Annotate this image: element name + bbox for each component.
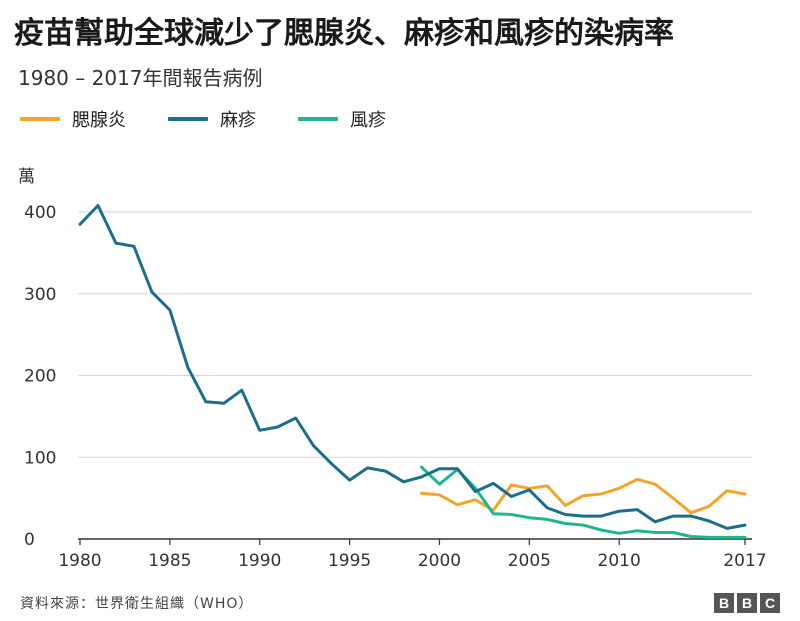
- line-chart: 0 100 200 300 400 1980 1985 1990 1995 2000 2005 20…: [24, 203, 767, 571]
- legend-item-rubella: 風疹: [298, 106, 386, 132]
- x-tick-label: 1980: [58, 551, 101, 571]
- legend-swatch-measles: [168, 117, 208, 121]
- y-axis-unit-label: 萬: [18, 167, 35, 187]
- x-tick-label: 2005: [508, 551, 551, 571]
- legend-item-measles: 麻疹: [168, 106, 256, 132]
- bbc-logo-letter: C: [760, 593, 780, 613]
- series-line-measles: [78, 204, 747, 530]
- legend-swatch-rubella: [298, 117, 338, 121]
- y-axis-ticks: 0 100 200 300 400: [24, 203, 56, 550]
- legend-label-measles: 麻疹: [220, 110, 256, 131]
- legend-item-mumps: 腮腺炎: [20, 106, 126, 132]
- series-line-rubella: [420, 465, 747, 539]
- x-tick-label: 2010: [598, 551, 641, 571]
- y-tick-label: 400: [24, 203, 56, 223]
- source-note: 資料來源：世界衛生組織（WHO）: [20, 596, 254, 612]
- chart-subtitle: 1980 – 2017年間報告病例: [18, 66, 263, 90]
- y-tick-label: 200: [24, 367, 56, 387]
- chart-title: 疫苗幫助全球減少了腮腺炎、麻疹和風疹的染病率: [14, 16, 674, 51]
- y-tick-label: 100: [24, 448, 56, 468]
- x-tick-label: 1985: [148, 551, 191, 571]
- series-line-mumps: [420, 477, 747, 515]
- bbc-logo: B B C: [714, 593, 780, 613]
- legend-swatch-mumps: [20, 117, 60, 121]
- x-tick-label: 1990: [238, 551, 281, 571]
- bbc-logo-letter: B: [714, 593, 734, 613]
- bbc-logo-letter: B: [737, 593, 757, 613]
- gridlines: [78, 211, 752, 458]
- legend-label-mumps: 腮腺炎: [72, 110, 126, 131]
- legend: 腮腺炎 麻疹 風疹: [20, 107, 428, 131]
- x-tick-label: 2017: [723, 551, 766, 571]
- x-tick-label: 2000: [418, 551, 461, 571]
- x-axis: 1980 1985 1990 1995 2000 2005 2010 2017: [58, 538, 767, 571]
- legend-label-rubella: 風疹: [350, 110, 386, 131]
- x-tick-label: 1995: [328, 551, 371, 571]
- y-tick-label: 300: [24, 285, 56, 305]
- series-lines: [78, 204, 747, 539]
- y-tick-label: 0: [24, 530, 35, 550]
